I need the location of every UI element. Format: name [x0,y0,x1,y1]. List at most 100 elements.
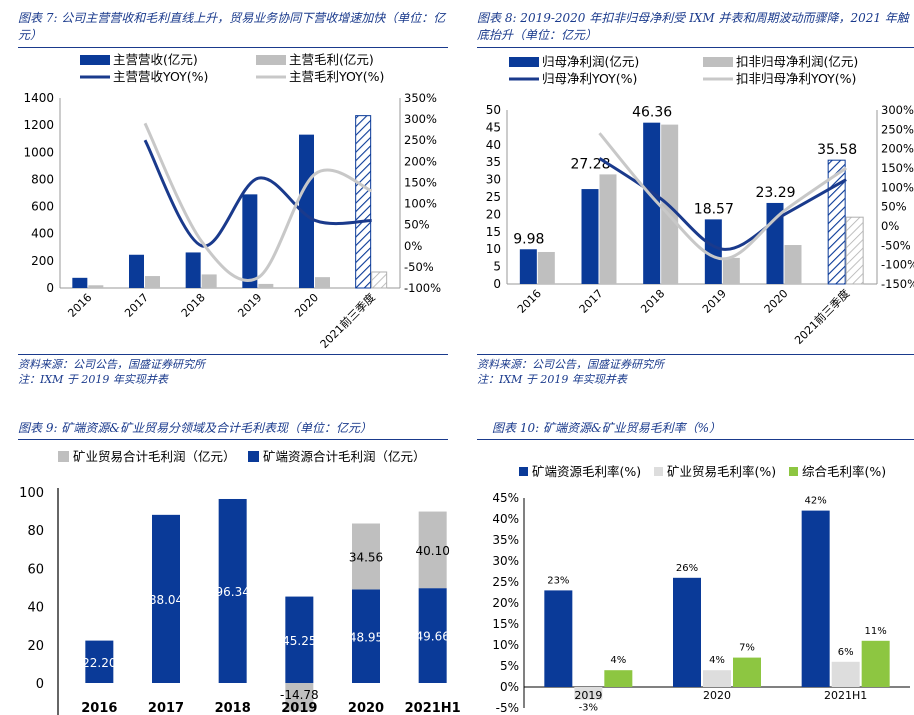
fig10-top-rule [477,439,914,440]
data-label: 35.58 [817,142,857,158]
y-tick-label: 40 [27,601,44,616]
y-tick-label: 200 [31,254,54,268]
data-label: 26% [676,563,698,574]
fig7-top-rule [18,47,448,48]
x-tick-label: 2016 [515,287,544,316]
legend-label: 矿端资源毛利率(%) [532,464,641,479]
bar-trade [418,511,447,589]
legend-label: 归母净利YOY(%) [542,71,637,86]
y2-tick-label: 350% [404,91,437,105]
y2-tick-label: 200% [881,142,914,156]
x-tick-label: 2019 [281,701,317,715]
y-tick-label: 25% [492,575,519,589]
bar-primary [299,134,314,288]
label-resource: 96.34 [215,585,249,599]
y-tick-label: 20 [27,639,44,654]
label-resource: 88.04 [149,593,183,607]
y2-tick-label: -100% [881,258,914,272]
legend-label: 主营毛利(亿元) [289,52,374,67]
x-tick-label: 2019 [700,287,729,316]
legend-swatch [789,467,798,476]
bar-secondary [315,277,330,288]
bar-secondary [784,245,802,284]
bar-0 [673,577,701,687]
bar-secondary [145,276,160,288]
data-label: 11% [865,626,887,637]
y2-tick-label: 150% [881,161,914,175]
y-tick-label: 20% [492,596,519,610]
line-yoy-primary [143,139,372,248]
label-trade: -14.78 [280,688,319,702]
bar-primary [519,249,537,284]
legend-label: 归母净利润(亿元) [542,54,639,69]
y2-tick-label: 100% [404,197,437,211]
legend-label: 扣非归母净利YOY(%) [736,71,856,86]
label-trade: 40.10 [415,544,449,558]
y-tick-label: 20 [486,207,501,221]
bar-resource [352,589,380,683]
data-label: 7% [739,643,755,654]
legend-label: 主营营收(亿元) [113,52,198,67]
fig7-bottom-rule [18,354,448,355]
y2-tick-label: 250% [404,133,437,147]
y-tick-label: 45 [486,120,501,134]
y2-tick-label: -50% [881,238,911,252]
x-tick-label: 2017 [577,287,606,316]
data-label: 23.29 [755,185,795,201]
y-tick-label: 0 [493,277,501,291]
y2-tick-label: 200% [404,154,437,168]
y2-tick-label: 300% [404,112,437,126]
fig8-bottom-rule [477,354,914,355]
fig8-top-rule [477,47,914,48]
data-label: 42% [805,496,827,507]
x-tick-label: 2021H1 [824,689,867,702]
line-yoy-secondary [598,132,848,261]
y-tick-label: 15 [486,225,501,239]
bar-secondary [537,251,555,284]
bar-trade [285,683,314,712]
x-tick-label: 2021前三季度 [317,290,378,351]
legend-label: 主营毛利YOY(%) [289,69,384,84]
legend-swatch [519,467,528,476]
y-tick-label: 10 [486,242,501,256]
y-tick-label: 5% [500,659,519,673]
y2-tick-label: 150% [404,175,437,189]
x-tick-label: 2018 [215,701,251,715]
bar-0 [544,590,573,687]
bar-secondary [88,285,104,288]
y-tick-label: 45% [492,491,519,505]
legend-label: 主营营收YOY(%) [113,69,208,84]
data-label: 9.98 [513,231,544,247]
bar-primary [704,219,722,284]
legend-swatch [509,57,539,67]
x-tick-label: 2020 [292,291,321,320]
fig7-chart: 0 200 400 600 800 1000 1200 1400 -100% -50% 0% 50% 1… [23,52,441,351]
y2-tick-label: 50% [881,200,907,214]
bar-secondary [371,271,388,289]
label-resource: 49.66 [415,630,449,644]
bar-resource [218,498,247,683]
y2-tick-label: -50% [404,260,434,274]
bar-secondary [201,274,217,288]
bar-2 [861,640,890,687]
fig10-chart: -5% 0% 5% 10% 15% 20% 25% 30% 35% 40% 45% 矿端资源毛利率(%… [492,464,910,715]
y2-tick-label: 300% [881,103,914,117]
y2-tick-label: -150% [881,277,914,291]
y-tick-label: 80 [27,524,44,539]
line-yoy-secondary [143,122,373,282]
y-tick-label: 5 [493,260,501,274]
y-tick-label: 35% [492,533,519,547]
fig7-title: 图表 7: 公司主营营收和毛利直线上升，贸易业务协同下营收增速加快（单位：亿元） [18,11,446,42]
y-tick-label: 30% [492,554,519,568]
legend-label: 矿业贸易毛利率(%) [667,464,776,479]
fig9-chart: 0 20 40 60 80 100 矿业贸易合计毛利润（亿元） 矿端资源合计毛利润（亿元） 22… [19,449,461,715]
bar-primary [827,159,846,285]
y-tick-label: 40% [492,512,519,526]
bar-primary [242,194,258,288]
fig10-title: 图表 10: 矿端资源&矿业贸易毛利率（%） [492,421,722,435]
bar-primary [185,252,201,288]
bar-primary [355,115,372,289]
legend-swatch [703,57,733,67]
y-tick-label: 60 [27,562,44,577]
y-tick-label: 0 [46,281,54,295]
